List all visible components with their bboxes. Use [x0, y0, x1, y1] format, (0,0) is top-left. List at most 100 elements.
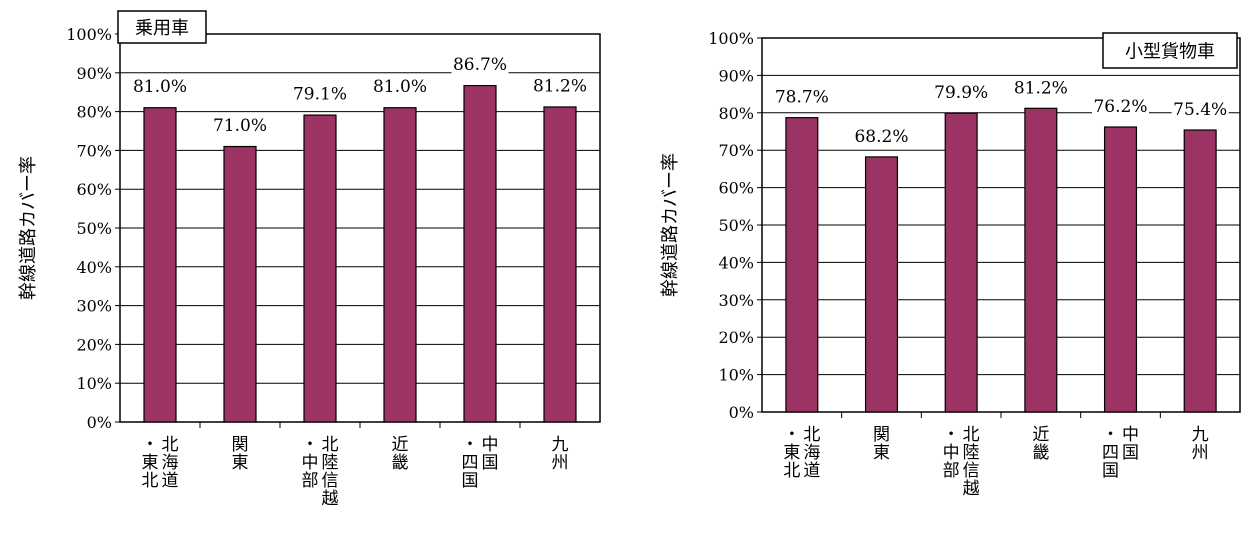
y-tick-label: 60% — [76, 180, 112, 199]
y-tick-label: 100% — [708, 29, 754, 48]
category-label: 中 — [482, 435, 499, 455]
category-label: 国 — [462, 471, 479, 491]
category-label: 中 — [302, 453, 319, 473]
bar — [785, 117, 819, 413]
category-label: 北 — [162, 435, 179, 455]
category-label: 九 — [1192, 425, 1209, 445]
category-label: 海 — [803, 443, 820, 463]
category-label: 近 — [392, 435, 409, 455]
data-label-bg — [291, 83, 349, 105]
category-label: 北 — [322, 435, 339, 455]
category-label: 東 — [142, 453, 159, 473]
y-tick-label: 100% — [66, 25, 112, 44]
category-label: 越 — [963, 479, 980, 499]
data-label: 81.2% — [1014, 78, 1068, 98]
data-label: 81.2% — [533, 76, 587, 96]
bar — [303, 114, 337, 423]
data-label: 76.2% — [1093, 97, 1147, 117]
y-tick-label: 70% — [76, 141, 112, 160]
chart-title: 小型貨物車 — [1125, 42, 1215, 63]
category-label: 陸 — [963, 443, 980, 463]
y-tick-label: 10% — [76, 374, 112, 393]
chart-title-box — [1102, 32, 1238, 69]
category-label: ・ — [783, 425, 800, 445]
category-label: 東 — [873, 443, 890, 463]
y-tick-label: 0% — [729, 403, 754, 422]
category-label: 畿 — [1032, 443, 1049, 463]
category-label: 信 — [963, 461, 980, 481]
chart-panel-1: 0% 10% 20% 30% 40% 50% 60% 70% 80% 90% 100% 幹線道路カバー… — [18, 10, 601, 509]
category-label: 中 — [943, 443, 960, 463]
y-tick-label: 90% — [76, 64, 112, 83]
data-label: 79.1% — [293, 85, 347, 105]
y-tick-label: 60% — [718, 179, 754, 198]
data-label: 86.7% — [453, 55, 507, 75]
y-axis-label: 幹線道路カバー率 — [18, 156, 39, 300]
category-label: 九 — [552, 435, 569, 455]
category-label: 海 — [162, 453, 179, 473]
category-label: ・ — [142, 435, 159, 455]
category-label: 東 — [232, 453, 249, 473]
data-label-bg — [773, 86, 831, 108]
y-tick-label: 50% — [76, 219, 112, 238]
data-label-bg — [1171, 99, 1229, 121]
data-label: 81.0% — [133, 77, 187, 97]
y-tick-label: 80% — [76, 103, 112, 122]
chart-panel-2: 0% 10% 20% 30% 40% 50% 60% 70% 80% 90% 100% 幹線道路カバー… — [660, 29, 1241, 499]
category-label: 近 — [1032, 425, 1049, 445]
category-label: 信 — [322, 471, 339, 491]
category-label: 畿 — [392, 453, 409, 473]
chart-title-box — [117, 10, 207, 44]
bar — [463, 85, 497, 423]
bar — [223, 145, 257, 423]
y-tick-label: 40% — [718, 253, 754, 272]
data-label-bg — [131, 76, 189, 98]
bar — [383, 107, 417, 423]
category-label: 四 — [462, 453, 479, 473]
data-label: 78.7% — [775, 88, 829, 108]
category-label: 国 — [482, 453, 499, 473]
category-label: 北 — [142, 471, 159, 491]
data-label-bg — [1012, 77, 1070, 99]
y-tick-label: 90% — [718, 66, 754, 85]
bar — [1103, 126, 1138, 413]
data-label-bg — [371, 76, 429, 98]
y-tick-label: 30% — [718, 291, 754, 310]
data-label: 71.0% — [213, 116, 267, 136]
category-label: 越 — [322, 489, 339, 509]
y-axis-label: 幹線道路カバー率 — [660, 153, 681, 297]
y-tick-label: 40% — [76, 258, 112, 277]
category-label: 四 — [1102, 443, 1119, 463]
bar — [543, 106, 577, 423]
category-label: 国 — [1122, 443, 1139, 463]
category-label: 関 — [232, 435, 249, 455]
category-label: 道 — [162, 471, 179, 491]
category-label: ・ — [462, 435, 479, 455]
data-label: 75.4% — [1173, 100, 1227, 120]
category-label: ・ — [943, 425, 960, 445]
data-label-bg — [451, 54, 509, 76]
category-label: 州 — [552, 453, 569, 473]
category-label: 北 — [803, 425, 820, 445]
bar — [1183, 129, 1217, 413]
category-label: 関 — [873, 425, 890, 445]
bar — [1024, 107, 1058, 413]
category-label: 東 — [783, 443, 800, 463]
bar — [944, 112, 978, 413]
bar — [143, 107, 177, 423]
data-label: 68.2% — [854, 127, 908, 147]
y-tick-label: 30% — [76, 297, 112, 316]
category-label: 道 — [803, 461, 820, 481]
data-label-bg — [853, 125, 910, 147]
category-label: 陸 — [322, 453, 339, 473]
chart-title: 乗用車 — [135, 18, 189, 39]
category-label: 州 — [1192, 443, 1209, 463]
bar — [864, 156, 899, 413]
category-label: ・ — [1102, 425, 1119, 445]
category-label: 北 — [963, 425, 980, 445]
y-tick-label: 20% — [76, 335, 112, 354]
y-tick-label: 0% — [87, 413, 112, 432]
y-tick-label: 80% — [718, 104, 754, 123]
data-label-bg — [531, 75, 589, 97]
